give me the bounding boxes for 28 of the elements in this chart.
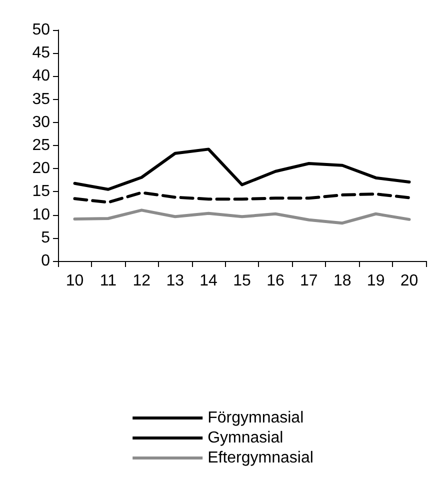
- y-tick-label: 25: [32, 137, 50, 154]
- x-tick-label: 20: [400, 272, 418, 290]
- y-tick-label: 30: [32, 114, 50, 131]
- legend-label: Förgymnasial: [208, 410, 304, 426]
- x-tick-label: 11: [100, 272, 117, 290]
- line-series: [73, 148, 411, 191]
- x-tick-label: 19: [366, 272, 385, 290]
- legend-label: Gymnasial: [208, 430, 284, 446]
- line-series: [73, 191, 411, 204]
- legend-label: Eftergymnasial: [208, 450, 314, 466]
- x-tick-label: 16: [266, 272, 284, 290]
- x-tick-label: 13: [166, 272, 184, 290]
- y-tick-label: 15: [32, 183, 50, 200]
- y-tick-label: 5: [41, 229, 50, 246]
- y-tick-label: 35: [32, 90, 50, 108]
- y-tick-label: 40: [32, 68, 50, 85]
- x-tick-label: 18: [333, 272, 352, 290]
- y-tick-label: 20: [32, 160, 50, 178]
- line-series: [73, 208, 411, 225]
- y-tick-label: 10: [32, 206, 50, 224]
- x-tick-label: 17: [300, 272, 318, 290]
- y-tick-label: 50: [32, 22, 50, 38]
- x-tick-label: 10: [66, 272, 84, 290]
- x-tick-label: 14: [200, 272, 218, 290]
- y-tick-label: 0: [41, 252, 50, 270]
- x-tick-label: 12: [132, 272, 151, 290]
- y-tick-label: 45: [32, 44, 50, 62]
- x-tick-label: 15: [233, 272, 251, 290]
